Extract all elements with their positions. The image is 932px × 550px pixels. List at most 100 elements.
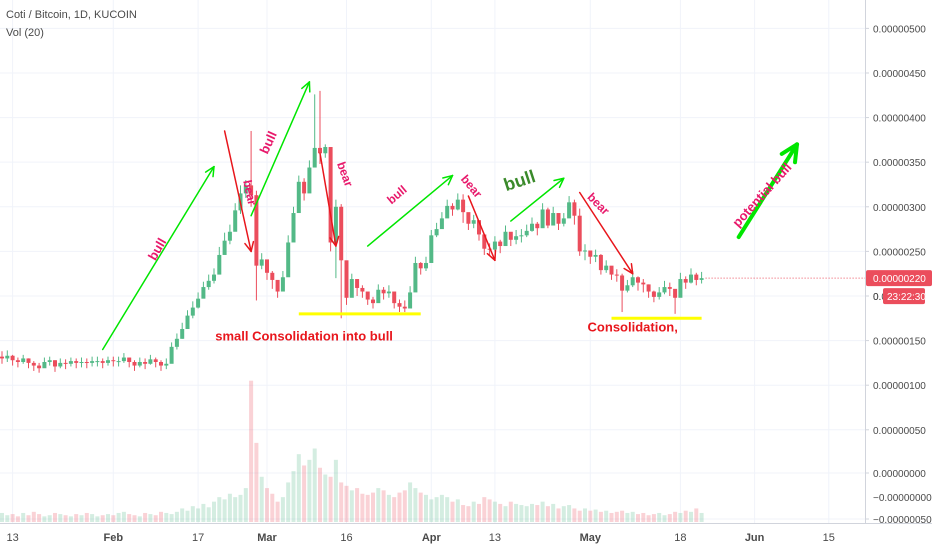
volume-indicator-label[interactable]: Vol (20) <box>6 27 44 39</box>
bear_label-text[interactable]: bear <box>334 160 356 189</box>
candle <box>243 180 248 198</box>
candle-body <box>111 360 116 362</box>
volume-bar <box>79 515 84 522</box>
time-tick-label: May <box>580 532 602 544</box>
candle-body <box>185 315 190 329</box>
time-tick-label: 15 <box>823 532 835 544</box>
volume-bar <box>445 497 450 522</box>
bull-trend-arrow[interactable] <box>101 165 215 351</box>
volume-bar <box>583 508 587 522</box>
symbol-title[interactable]: Coti / Bitcoin, 1D, KUCOIN <box>6 9 137 21</box>
candle-body <box>524 230 529 236</box>
volume-bar <box>58 514 63 522</box>
candle-body <box>471 220 476 224</box>
candle <box>694 272 699 286</box>
volume-bar <box>196 508 201 522</box>
bull-trend-arrow[interactable] <box>510 177 565 222</box>
candle <box>620 273 625 313</box>
candle-body <box>10 355 15 361</box>
candle-body <box>450 205 455 210</box>
volume-bar <box>190 506 195 522</box>
volume-bar <box>689 511 693 522</box>
bull-trend-arrow[interactable] <box>366 174 454 247</box>
candle <box>90 356 95 367</box>
candle-body <box>519 235 524 237</box>
candle <box>275 279 280 298</box>
candle-body <box>148 359 153 364</box>
volume-bar <box>636 514 640 522</box>
bear-trend-arrow[interactable] <box>578 191 634 275</box>
candle <box>535 221 540 236</box>
volume-bar <box>392 497 397 522</box>
time-axis[interactable]: 13 Feb 17 Mar 16 Apr 13 May 18 Jun 15 <box>6 532 834 544</box>
candle-body <box>376 289 381 304</box>
candle-body <box>641 282 646 285</box>
bull-trend-arrow[interactable] <box>250 81 311 217</box>
candle-body <box>53 360 57 367</box>
volume-bar <box>360 493 365 522</box>
candle <box>577 208 582 256</box>
candle-body <box>386 291 391 294</box>
bear-trend-arrow[interactable] <box>467 195 497 262</box>
candle <box>164 358 169 370</box>
volume-bar <box>376 488 381 522</box>
price-tick-label: 0.00000100 <box>873 381 926 392</box>
volume-bar <box>397 492 402 522</box>
candle-body <box>21 358 26 363</box>
volume-bar <box>291 471 296 522</box>
candle-body <box>137 362 142 366</box>
volume-bar <box>519 505 524 522</box>
candle-body <box>37 365 42 369</box>
bull_label-text[interactable]: bull <box>145 235 170 263</box>
volume-bar <box>620 510 625 522</box>
candle-body <box>180 328 185 339</box>
candle <box>683 276 688 289</box>
volume-bars <box>0 380 704 522</box>
candle-body <box>689 274 693 283</box>
candle-body <box>68 361 73 364</box>
volume-bar <box>270 493 275 522</box>
bull-trend-arrow[interactable] <box>736 142 799 240</box>
candle-body <box>492 241 497 250</box>
volume-bar <box>598 511 603 522</box>
candle <box>339 204 344 319</box>
candle <box>21 354 26 364</box>
bull_label-text[interactable]: bull <box>384 183 409 207</box>
candle <box>26 358 31 369</box>
candle <box>429 229 434 263</box>
candle-body <box>646 284 651 292</box>
price-tick-label: 0.00000300 <box>873 203 926 214</box>
candle <box>328 147 333 252</box>
candle-body <box>132 362 137 366</box>
candle-body <box>577 215 582 252</box>
volume-bar <box>243 488 248 522</box>
bear_label-text[interactable]: bear <box>240 179 259 207</box>
bear-trend-arrow[interactable] <box>319 152 340 247</box>
candle <box>604 260 609 273</box>
candlesticks <box>0 90 704 373</box>
volume-bar <box>169 514 174 522</box>
volume-bar <box>614 511 619 522</box>
candle-body <box>429 235 434 263</box>
candle-body <box>434 229 439 236</box>
consolidation-note[interactable]: Consolidation, <box>588 320 678 335</box>
bear_label-text[interactable]: bear <box>458 172 485 201</box>
bear-trend-arrow[interactable] <box>223 130 255 253</box>
candle-body <box>371 299 375 304</box>
candle <box>74 358 79 369</box>
candle <box>593 249 598 263</box>
volume-bar <box>577 510 582 522</box>
candle-body <box>667 287 672 289</box>
volume-bar <box>439 494 444 522</box>
potential-text[interactable]: potential bull <box>729 160 794 230</box>
candle-body <box>413 262 418 293</box>
candle-body <box>307 167 312 194</box>
candle <box>439 212 444 230</box>
bull_big-text[interactable]: bull <box>501 166 538 195</box>
volume-bar <box>667 514 672 522</box>
bear_label-text[interactable]: bear <box>585 190 613 218</box>
consolidation-note[interactable]: small Consolidation into bull <box>215 329 393 344</box>
volume-bar <box>551 503 556 522</box>
candle-body <box>381 289 386 294</box>
bull_label-text[interactable]: bull <box>257 129 280 156</box>
